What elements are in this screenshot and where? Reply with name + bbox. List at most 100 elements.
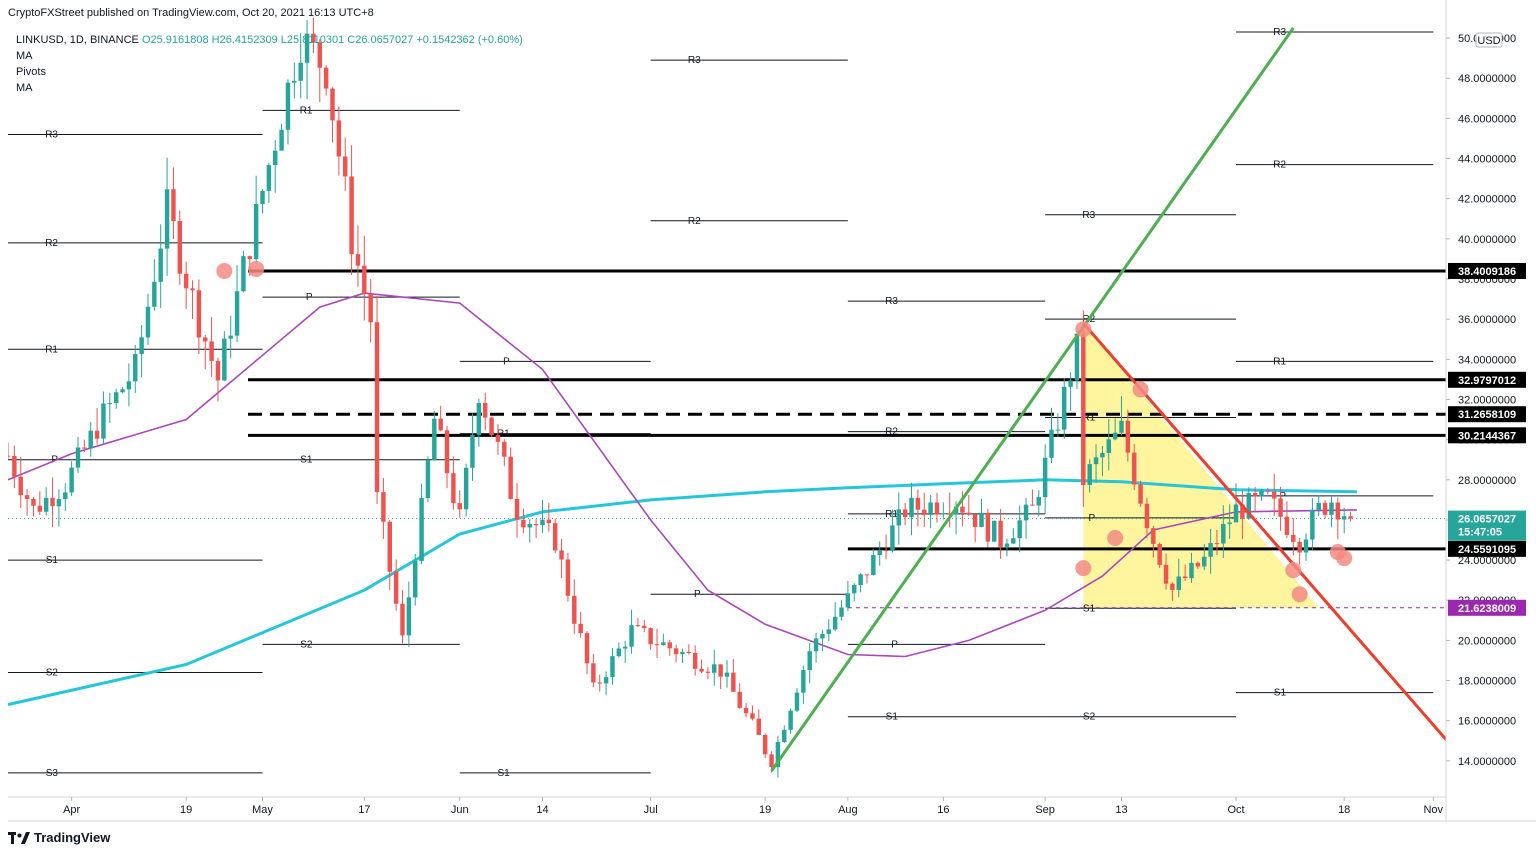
candle-2021-09-10 [1100,445,1105,477]
candle-2021-09-14 [1125,409,1131,462]
candle-2021-10-02 [1240,490,1245,540]
candle-2021-05-11 [323,65,329,96]
level-badge-4: 24.5591095 [1458,544,1516,556]
x-tick-label-2021-10-01: Oct [1227,804,1244,816]
pivot-label-6-r1: R1 [1273,356,1286,367]
candle-2021-04-20 [190,280,195,320]
candle-body [972,514,978,527]
candle-2021-08-22 [979,498,984,528]
chart-legend[interactable]: LINKUSD, 1D, BINANCE O25.9161808 H26.415… [16,32,523,96]
candle-body [610,656,615,678]
candle-2021-05-27 [425,456,431,503]
candle-2021-04-15 [158,224,163,308]
candle-2021-06-09 [508,447,513,500]
candle-2021-06-26 [616,642,622,658]
green-trendline [770,27,1295,772]
candle-body [1246,493,1251,519]
candle-body [1252,493,1258,497]
candle-2021-10-09 [1284,501,1290,539]
candle-2021-04-28 [241,250,246,293]
candle-body [387,521,392,572]
candle-2021-07-10 [705,667,711,680]
candle-body [1023,504,1029,521]
candle-body [705,671,711,673]
legend-indicator-ma-2[interactable]: MA [16,82,33,94]
y-tick-label-32: 32.0000000 [1458,394,1516,406]
candle-body [126,381,132,390]
candle-2021-07-01 [648,627,653,650]
candle-body [1062,386,1067,430]
candle-body [622,646,628,649]
candle-body [292,80,297,83]
candle-2021-06-12 [527,519,532,543]
candle-body [94,430,100,439]
pivot-label-4-r1: R1 [885,509,898,520]
touch-marker-9 [1336,550,1353,567]
candle-2021-10-19 [1348,511,1353,522]
pivot-label-4-r2: R2 [885,427,898,438]
candle-2021-07-06 [680,648,685,664]
candle-2021-03-28 [43,487,49,516]
candle-2021-08-08 [890,509,895,553]
candle-2021-05-07 [298,33,303,99]
x-tick-label-2021-08-01: Aug [838,804,858,816]
candle-body [533,524,539,526]
candle-body [393,571,399,604]
candle-2021-04-08 [113,388,119,409]
pivot-label-2-s1: S1 [498,768,511,779]
candle-body [63,492,68,500]
candle-body [482,402,488,418]
legend-indicator-pivots[interactable]: Pivots [16,66,46,78]
candle-2021-09-01 [1042,444,1048,514]
candle-2021-07-08 [692,645,698,676]
candle-body [743,707,749,714]
candle-2021-06-18 [565,552,571,602]
candle-2021-03-31 [63,483,68,512]
candle-2021-10-07 [1271,473,1277,516]
candle-body [648,628,653,645]
y-tick-label-36: 36.0000000 [1458,314,1516,326]
candle-2021-05-16 [355,225,361,287]
candle-body [883,550,889,552]
pivot-label-2-p: P [503,356,510,367]
candle-2021-04-27 [234,265,240,343]
candle-2021-06-23 [597,674,602,692]
candle-body [947,513,952,515]
candle-body [419,498,424,562]
candle-2021-10-16 [1329,496,1334,528]
publish-info: CryptoFXStreet published on TradingView.… [8,7,374,19]
legend-indicator-ma-1[interactable]: MA [16,50,33,62]
candle-2021-05-22 [393,559,399,611]
candle-2021-05-02 [266,162,272,204]
candle-2021-07-13 [724,660,730,688]
candle-2021-06-24 [603,671,609,696]
candle-body [559,550,564,560]
candle-body [196,290,202,338]
tradingview-logo[interactable]: TradingView [8,830,110,845]
candle-body [69,467,74,493]
candle-body [362,265,367,295]
candle-body [222,338,227,381]
candle-2021-05-18 [368,279,373,343]
candle-2021-06-11 [521,508,526,534]
candle-2021-07-15 [737,683,742,709]
candle-body [820,633,825,639]
candle-2021-09-20 [1163,553,1169,590]
candle-2021-04-16 [164,157,170,276]
candle-body [546,519,552,524]
candle-body [788,710,793,730]
candle-body [190,288,195,291]
candle-2021-04-04 [88,422,93,457]
candle-body [1049,429,1054,458]
candle-2021-04-23 [209,316,214,377]
candle-body [502,441,507,457]
candle-body [737,691,742,708]
candle-2021-05-14 [343,137,348,192]
pivot-label-5-r1: R1 [1082,413,1095,424]
candle-body [839,607,844,617]
candle-2021-05-09 [311,18,316,53]
candle-body [1131,452,1137,485]
candle-body [43,497,49,512]
x-tick-label-2021-07-01: Jul [644,804,658,816]
